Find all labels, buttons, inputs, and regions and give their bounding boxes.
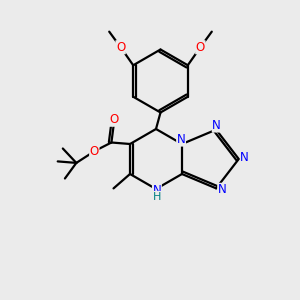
Text: O: O (109, 113, 119, 126)
Text: N: N (212, 119, 221, 132)
Text: O: O (116, 41, 125, 54)
Text: O: O (196, 41, 205, 54)
Text: N: N (152, 184, 161, 197)
Text: N: N (177, 133, 185, 146)
Text: N: N (240, 151, 249, 164)
Text: H: H (153, 191, 161, 202)
Text: O: O (90, 145, 99, 158)
Text: N: N (218, 183, 226, 196)
